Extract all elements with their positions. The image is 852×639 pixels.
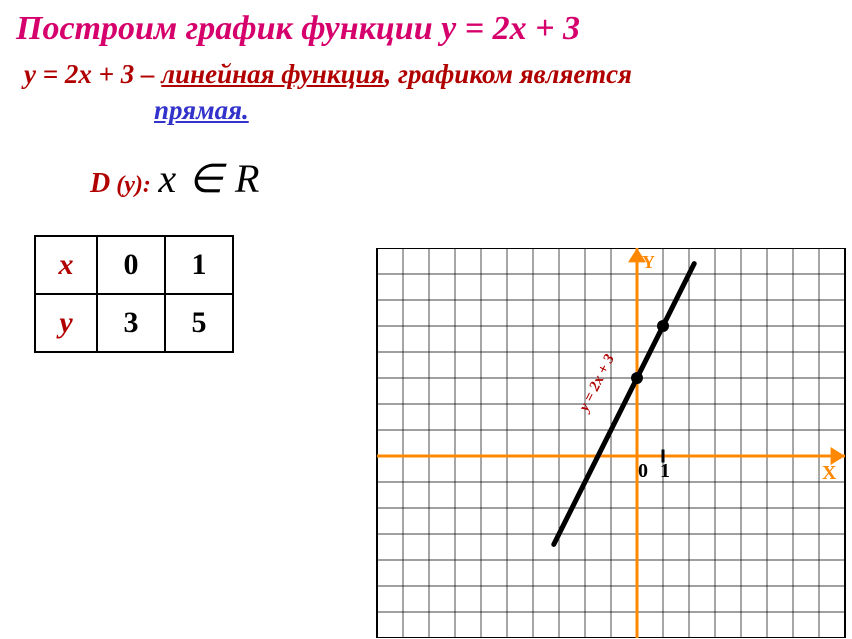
domain-d: D [90,168,110,199]
row-head-x: х [35,236,97,294]
domain-math: x ∈ R [158,156,260,201]
subtitle-tail: , графиком является [385,59,632,89]
one-label: 1 [660,460,670,483]
title-text: Построим график функции [16,10,441,47]
x-val-0: 0 [97,236,165,294]
y-axis-label: Y [642,252,655,273]
origin-label: 0 [638,460,648,483]
x-axis-label: X [822,462,836,485]
subtitle-eq: у = 2х + 3 – [24,59,161,89]
y-val-0: 3 [97,294,165,352]
chart-container: Y X 0 1 y = 2x + 3 [372,248,850,638]
domain-y: (у): [110,172,151,198]
value-table: х 0 1 у 3 5 [34,235,234,353]
domain-line: D (у): x ∈ R [90,155,260,202]
subtitle-line: у = 2х + 3 – линейная функция, графиком … [0,54,852,129]
table-row: х 0 1 [35,236,233,294]
x-val-1: 1 [165,236,233,294]
page-title: Построим график функции у = 2х + 3 [0,0,852,54]
chart-svg [372,248,850,638]
y-val-1: 5 [165,294,233,352]
subtitle-link: линейная функция [161,59,384,89]
title-equation: у = 2х + 3 [441,10,580,47]
table-row: у 3 5 [35,294,233,352]
subtitle-line2: прямая. [24,92,249,128]
row-head-y: у [35,294,97,352]
